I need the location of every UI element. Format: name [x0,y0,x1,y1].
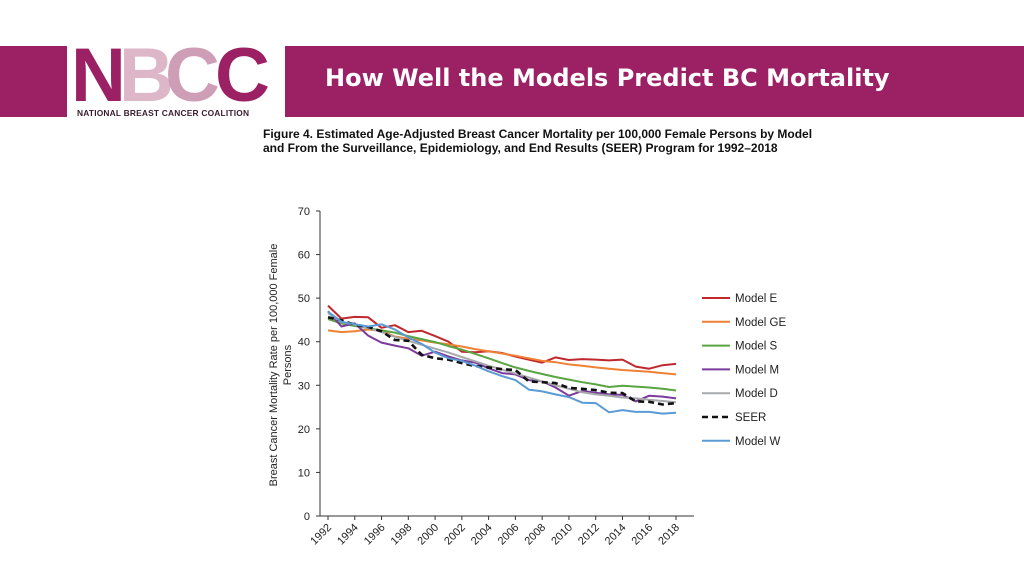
series-line-model-m [327,310,677,403]
legend-label-model-e: Model E [735,293,778,305]
x-tick-label: 1996 [362,522,388,548]
logo-letter-b: B [119,41,174,105]
x-tick-label: 2018 [656,522,682,548]
x-tick-label: 2016 [630,522,656,548]
x-tick-label: 1998 [389,522,415,548]
series-line-seer [327,316,677,406]
series-line-model-e [327,304,677,370]
legend-label-model-w: Model W [735,436,781,448]
y-tick-label: 40 [298,337,310,349]
logo-letter-c1: C [165,41,220,105]
x-tick-label: 2000 [415,522,441,548]
x-tick-label: 2010 [549,522,575,548]
series-line-model-s [327,318,677,392]
y-tick-label: 10 [298,467,310,479]
x-tick-label: 1992 [308,522,334,548]
legend-label-seer: SEER [735,412,766,424]
y-axis-label-line2: Persons [282,344,294,385]
figure-caption: Figure 4. Estimated Age-Adjusted Breast … [263,127,823,155]
x-tick-label: 2012 [576,522,602,548]
y-axis-label-line1: Breast Cancer Mortality Rate per 100,000… [268,244,280,487]
logo-letter-n: N [71,41,126,105]
x-tick-label: 1994 [335,522,361,548]
nbcc-logo: N B C C NATIONAL BREAST CANCER COALITION [67,39,285,123]
y-tick-label: 70 [298,206,310,218]
series-line-model-w [327,310,677,415]
logo-letter-c2: C [215,41,270,105]
x-tick-label: 2004 [469,522,495,548]
legend-label-model-s: Model S [735,341,778,353]
figure-caption-line2: and From the Surveillance, Epidemiology,… [263,141,778,155]
figure-caption-line1: Figure 4. Estimated Age-Adjusted Breast … [263,127,813,141]
legend-label-model-ge: Model GE [735,317,786,329]
x-tick-label: 2006 [496,522,522,548]
y-tick-label: 20 [298,424,310,436]
chart-legend: Model E Model GE Model S Model M Model D SEER… [702,293,786,448]
y-tick-label: 60 [298,250,310,262]
y-tick-label: 30 [298,380,310,392]
y-tick-label: 0 [304,511,310,523]
chart-series [327,304,677,415]
y-tick-label: 50 [298,293,310,305]
series-line-model-ge [327,328,677,376]
legend-label-model-d: Model D [735,388,778,400]
logo-letters: N B C C [71,41,270,105]
x-tick-label: 2008 [522,522,548,548]
legend-label-model-m: Model M [735,364,779,376]
logo-subtitle: NATIONAL BREAST CANCER COALITION [77,108,250,118]
page-title: How Well the Models Predict BC Mortality [325,64,890,92]
x-tick-label: 2014 [603,522,629,548]
x-tick-label: 2002 [442,522,468,548]
